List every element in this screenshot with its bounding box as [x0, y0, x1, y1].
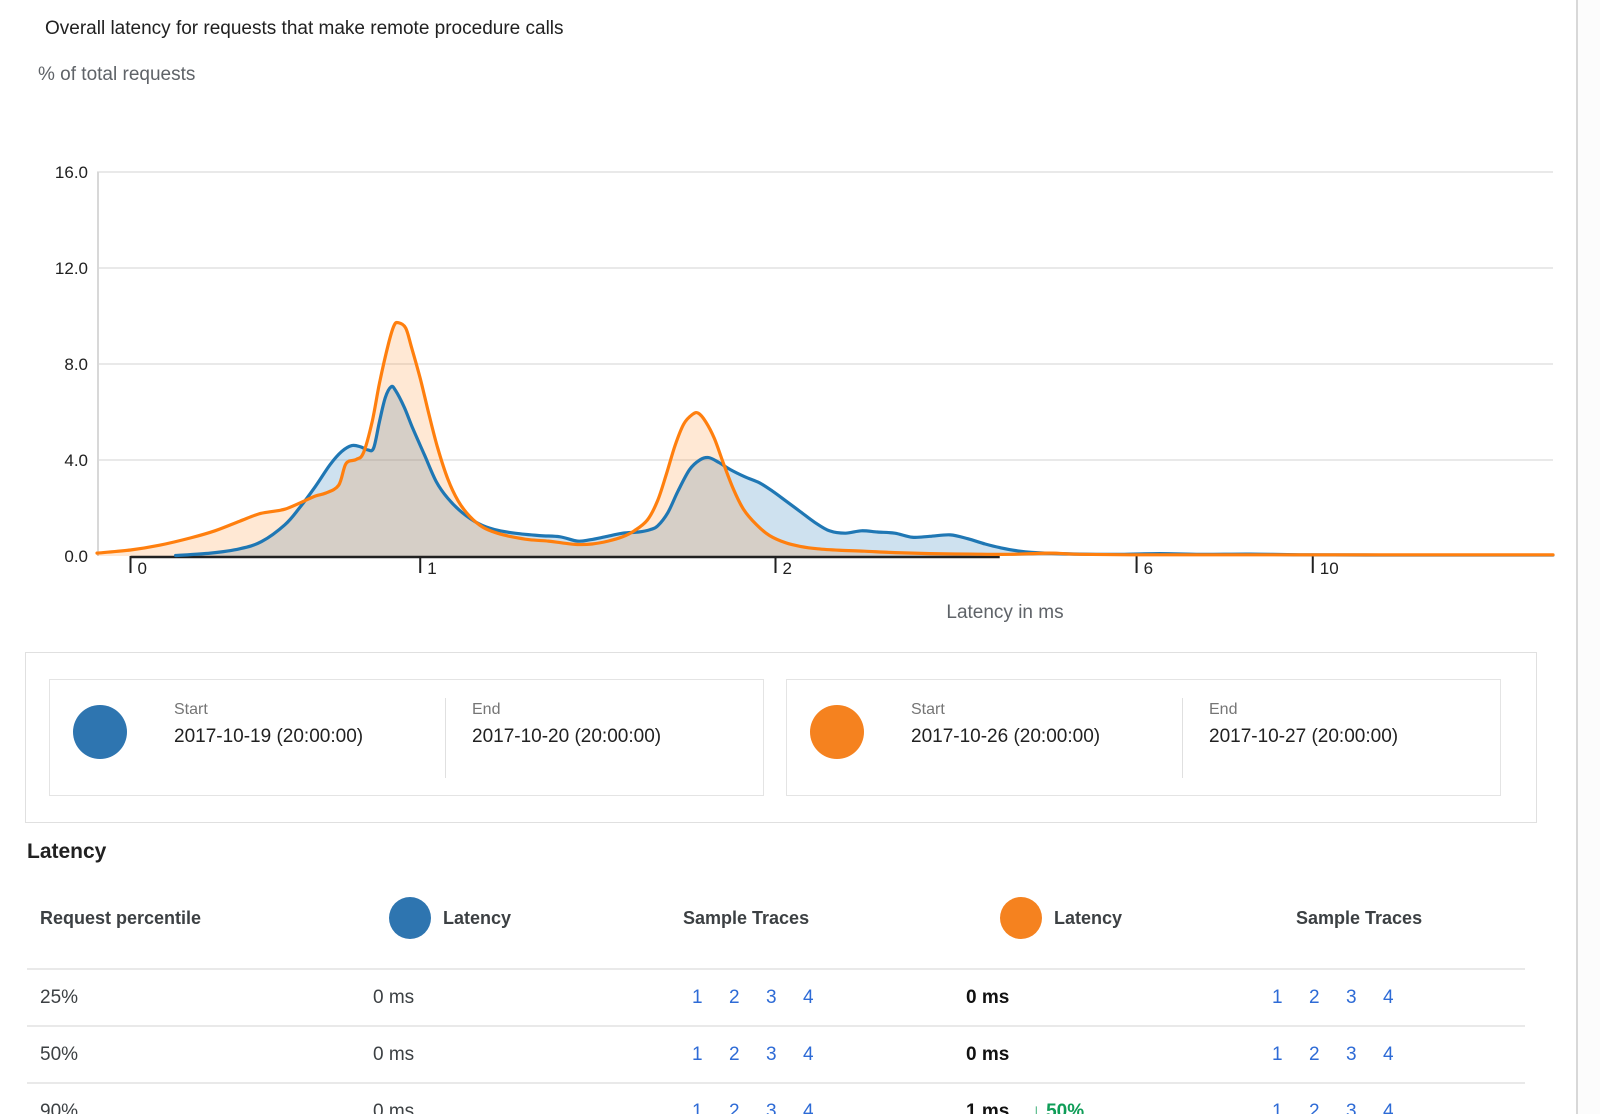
x-ticks: 0 1 2 6 10 — [129, 556, 1339, 578]
start-value: 2017-10-26 (20:00:00) — [911, 726, 1101, 747]
sample-trace-link[interactable]: 2 — [729, 1101, 740, 1114]
col-sample-traces-orange: Sample Traces — [1296, 908, 1423, 928]
latency-table-header: Request percentile Latency Sample Traces… — [27, 880, 1553, 966]
y-gridlines — [97, 171, 1553, 461]
sample-traces-orange: 1 2 3 4 — [1272, 1044, 1420, 1066]
sample-trace-link[interactable]: 3 — [1346, 987, 1357, 1008]
sample-trace-link[interactable]: 4 — [1383, 987, 1394, 1008]
y-tick-label: 0.0 — [64, 547, 88, 566]
sample-trace-link[interactable]: 1 — [692, 1044, 703, 1065]
chart-legend: Start 2017-10-19 (20:00:00) End 2017-10-… — [25, 652, 1537, 823]
sample-traces-blue: 1 2 3 4 — [692, 1101, 840, 1114]
sample-trace-link[interactable]: 2 — [1309, 1101, 1320, 1114]
blue-series-dot — [73, 705, 127, 759]
latency-cell-blue: 0 ms — [373, 987, 415, 1008]
sample-traces-orange: 1 2 3 4 — [1272, 987, 1420, 1009]
latency-cell-orange: 0 ms — [966, 987, 1009, 1009]
y-tick-label: 8.0 — [64, 355, 88, 374]
series-line-blue — [174, 384, 1555, 558]
sample-trace-link[interactable]: 1 — [1272, 1101, 1283, 1114]
x-tick-label: 2 — [782, 559, 791, 578]
sample-trace-link[interactable]: 1 — [692, 1101, 703, 1114]
end-value: 2017-10-20 (20:00:00) — [472, 726, 662, 747]
latency-value: 0 ms — [966, 987, 1010, 1008]
sample-trace-link[interactable]: 1 — [692, 987, 703, 1008]
y-tick-label: 16.0 — [55, 163, 88, 182]
legend-end-block: End 2017-10-20 (20:00:00) — [472, 701, 661, 748]
end-label: End — [472, 701, 501, 718]
col-sample-traces-blue: Sample Traces — [683, 908, 810, 928]
sample-trace-link[interactable]: 3 — [766, 1044, 777, 1065]
legend-card-blue: Start 2017-10-19 (20:00:00) End 2017-10-… — [49, 679, 764, 796]
percentile-cell: 90% — [40, 1101, 79, 1114]
sample-trace-link[interactable]: 1 — [1272, 987, 1283, 1008]
end-value: 2017-10-27 (20:00:00) — [1209, 726, 1399, 747]
col-request-percentile: Request percentile — [40, 908, 202, 928]
sample-trace-link[interactable]: 2 — [729, 987, 740, 1008]
legend-divider — [1182, 698, 1183, 778]
chart-title: Overall latency for requests that make r… — [45, 18, 564, 39]
scrollbar-track[interactable] — [1576, 0, 1600, 1114]
series-fill-orange — [97, 322, 1553, 556]
latency-distribution-chart: 0.0 4.0 8.0 12.0 16.0 0 1 2 6 10 — [55, 163, 1555, 578]
start-label: Start — [174, 701, 208, 718]
sample-trace-link[interactable]: 1 — [1272, 1044, 1283, 1065]
sample-trace-link[interactable]: 4 — [1383, 1101, 1394, 1114]
sample-trace-link[interactable]: 4 — [1383, 1044, 1394, 1065]
latency-cell-blue: 0 ms — [373, 1044, 415, 1065]
start-value: 2017-10-19 (20:00:00) — [174, 726, 364, 747]
legend-start-block: Start 2017-10-19 (20:00:00) — [174, 701, 363, 748]
sample-trace-link[interactable]: 3 — [1346, 1101, 1357, 1114]
sample-trace-link[interactable]: 3 — [1346, 1044, 1357, 1065]
latency-table-body: 25% 0 ms 1 2 3 4 0 ms 1 2 3 4 50% 0 ms 1 2 3 4 0 … — [27, 968, 1525, 1114]
y-axis-title: % of total requests — [38, 64, 196, 85]
percentile-cell: 25% — [40, 987, 79, 1008]
col-latency-orange: Latency — [1054, 908, 1123, 928]
latency-cell-orange: 1 ms ↓ 50% — [966, 1101, 1084, 1114]
sample-trace-link[interactable]: 4 — [803, 1044, 814, 1065]
y-tick-labels: 0.0 4.0 8.0 12.0 16.0 — [55, 163, 88, 566]
sample-traces-blue: 1 2 3 4 — [692, 987, 840, 1009]
x-tick-label: 1 — [427, 559, 436, 578]
latency-cell-orange: 0 ms — [966, 1044, 1009, 1066]
orange-series-dot — [810, 705, 864, 759]
sample-traces-blue: 1 2 3 4 — [692, 1044, 840, 1066]
orange-series-dot — [1000, 897, 1042, 939]
y-tick-label: 4.0 — [64, 451, 88, 470]
sample-trace-link[interactable]: 3 — [766, 987, 777, 1008]
latency-section-heading: Latency — [27, 840, 107, 863]
col-latency-blue: Latency — [443, 908, 512, 928]
sample-trace-link[interactable]: 2 — [1309, 987, 1320, 1008]
legend-card-orange: Start 2017-10-26 (20:00:00) End 2017-10-… — [786, 679, 1501, 796]
series-line-orange — [95, 320, 1555, 557]
latency-cell-blue: 0 ms — [373, 1101, 415, 1114]
start-label: Start — [911, 701, 945, 718]
blue-series-dot — [389, 897, 431, 939]
y-tick-label: 12.0 — [55, 259, 88, 278]
sample-trace-link[interactable]: 2 — [1309, 1044, 1320, 1065]
sample-traces-orange: 1 2 3 4 — [1272, 1101, 1420, 1114]
table-row: 90% 0 ms 1 2 3 4 1 ms ↓ 50% 1 2 3 4 — [27, 1084, 1525, 1114]
table-row: 50% 0 ms 1 2 3 4 0 ms 1 2 3 4 — [27, 1027, 1525, 1084]
latency-value: 1 ms — [966, 1101, 1010, 1114]
latency-value: 0 ms — [966, 1044, 1010, 1065]
sample-trace-link[interactable]: 4 — [803, 1101, 814, 1114]
legend-divider — [445, 698, 446, 778]
x-tick-label: 6 — [1144, 559, 1153, 578]
sample-trace-link[interactable]: 2 — [729, 1044, 740, 1065]
legend-end-block: End 2017-10-27 (20:00:00) — [1209, 701, 1398, 748]
latency-change-badge: ↓ 50% — [1031, 1101, 1085, 1114]
sample-trace-link[interactable]: 3 — [766, 1101, 777, 1114]
table-row: 25% 0 ms 1 2 3 4 0 ms 1 2 3 4 — [27, 970, 1525, 1027]
x-axis-title: Latency in ms — [946, 602, 1064, 623]
end-label: End — [1209, 701, 1238, 718]
x-tick-label: 0 — [137, 559, 146, 578]
x-tick-label: 10 — [1320, 559, 1339, 578]
sample-trace-link[interactable]: 4 — [803, 987, 814, 1008]
series-fill-blue — [175, 386, 1553, 556]
percentile-cell: 50% — [40, 1044, 79, 1065]
legend-start-block: Start 2017-10-26 (20:00:00) — [911, 701, 1100, 748]
